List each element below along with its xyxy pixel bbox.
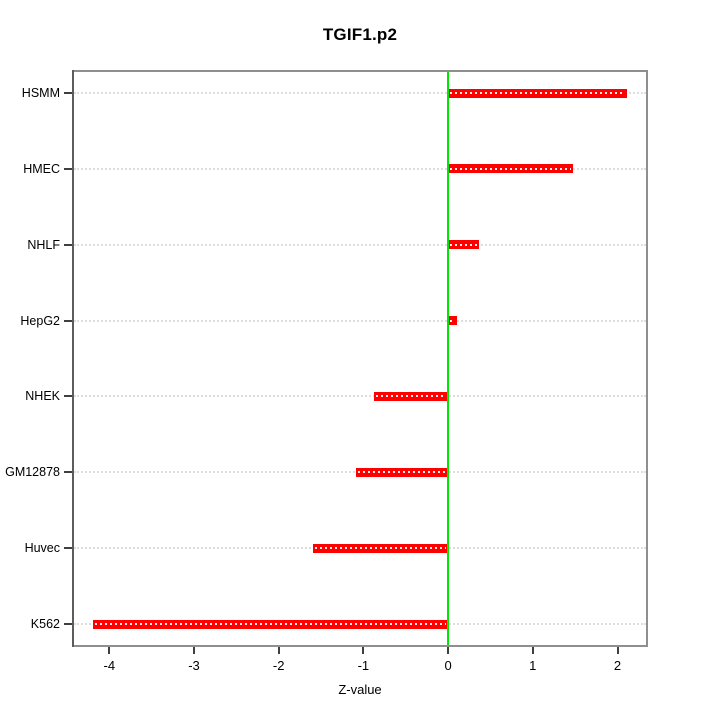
x-tick <box>531 647 534 654</box>
y-tick <box>64 319 72 322</box>
y-tick <box>64 623 72 625</box>
y-tick-label: K562 <box>30 617 60 631</box>
gridline <box>74 319 646 322</box>
x-axis-title: Z-value <box>338 682 382 697</box>
y-tick-label: Huvec <box>24 541 60 556</box>
gridline <box>74 395 646 398</box>
y-tick-label: HepG2 <box>20 313 60 328</box>
y-tick-label: NHEK <box>25 389 60 404</box>
y-tick <box>64 167 72 170</box>
y-tick <box>64 92 72 94</box>
chart-title: TGIF1.p2 <box>322 25 398 44</box>
bar-nhek <box>374 391 449 401</box>
bar-gm12878 <box>355 467 449 477</box>
y-tick-label: HMEC <box>23 161 60 176</box>
zero-value-line <box>447 70 450 647</box>
x-tick-label: -2 <box>272 658 285 673</box>
gridline <box>74 167 646 170</box>
x-tick <box>447 647 450 654</box>
x-tick-label: -1 <box>357 658 370 673</box>
bar-k562 <box>93 619 449 629</box>
gridline <box>74 243 646 246</box>
x-tick <box>277 647 280 654</box>
x-tick <box>362 647 365 654</box>
x-tick-label: 1 <box>529 658 537 673</box>
plot-frame <box>72 70 648 647</box>
x-tick <box>616 647 619 654</box>
x-tick-label: 0 <box>444 658 452 673</box>
bar-hmec <box>448 164 573 174</box>
plot-area: HSMM HMEC NHLF HepG2 NHEK GM12878 Huvec K562 -4 -… <box>5 70 648 673</box>
y-tick-label: HSMM <box>21 86 60 100</box>
bar-nhlf <box>448 240 479 250</box>
x-tick <box>192 647 195 654</box>
y-axis-line <box>72 70 74 647</box>
gridline <box>74 92 646 94</box>
x-tick-label: -3 <box>188 658 200 673</box>
bar-huvec <box>312 543 449 553</box>
y-tick <box>64 471 72 474</box>
y-tick <box>64 243 72 246</box>
x-tick <box>108 647 111 654</box>
y-tick-label: NHLF <box>27 237 60 252</box>
y-tick <box>64 547 72 550</box>
x-tick-label: -4 <box>103 658 116 673</box>
y-tick <box>64 395 72 398</box>
bar-hsmm <box>448 88 627 98</box>
bar-hepg2 <box>448 316 458 326</box>
y-tick-label: GM12878 <box>5 465 60 480</box>
x-tick-label: 2 <box>613 658 622 673</box>
